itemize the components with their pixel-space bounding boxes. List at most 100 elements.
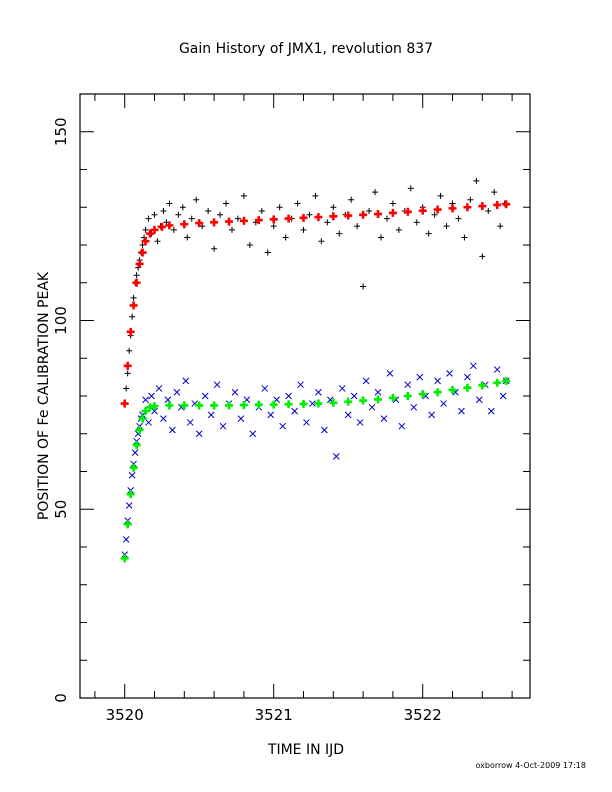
- y-tick-label: 100: [52, 306, 70, 335]
- data-point: [324, 219, 331, 226]
- data-point: [284, 400, 293, 409]
- data-point: [338, 385, 346, 392]
- data-point: [362, 377, 370, 385]
- data-point: [473, 177, 480, 184]
- data-point: [479, 253, 486, 260]
- data-point: [269, 400, 278, 409]
- data-point: [282, 234, 289, 241]
- data-point: [142, 396, 149, 404]
- y-tick-label: 150: [52, 117, 70, 146]
- series-3: [120, 376, 511, 563]
- data-point: [366, 208, 373, 215]
- x-tick-label: 3520: [106, 706, 144, 724]
- data-point: [463, 203, 472, 212]
- data-point: [478, 381, 487, 390]
- data-point: [314, 213, 323, 222]
- data-point: [312, 192, 319, 199]
- data-point: [132, 278, 141, 287]
- data-point: [210, 401, 219, 410]
- data-point: [344, 411, 352, 419]
- data-point: [389, 200, 396, 207]
- data-point: [138, 414, 147, 423]
- data-point: [125, 502, 133, 509]
- data-point: [461, 234, 468, 241]
- y-axis-label: POSITION OF Fe CALIBRATION PEAK: [36, 271, 52, 520]
- data-point: [344, 211, 353, 220]
- data-point: [207, 411, 215, 419]
- data-point: [124, 370, 131, 377]
- data-point: [443, 223, 450, 230]
- data-point: [314, 399, 323, 408]
- data-point: [448, 385, 457, 394]
- data-point: [120, 554, 129, 563]
- data-point: [318, 238, 325, 245]
- data-point: [374, 210, 383, 219]
- y-axis: 0 50 100 150: [52, 93, 530, 703]
- data-point: [306, 211, 313, 218]
- data-point: [502, 376, 511, 385]
- data-point: [356, 419, 364, 426]
- data-point: [470, 362, 477, 370]
- data-point: [126, 327, 135, 336]
- data-point: [165, 401, 174, 410]
- chart-title: Gain History of JMX1, revolution 837: [179, 41, 433, 57]
- data-point: [330, 204, 337, 211]
- y-tick-label: 0: [52, 693, 70, 703]
- data-point: [336, 230, 343, 237]
- data-point: [383, 215, 390, 222]
- data-point: [128, 471, 136, 479]
- data-point: [169, 426, 176, 434]
- x-axis-label: TIME IN IJD: [267, 742, 344, 758]
- data-point: [372, 189, 379, 196]
- data-point: [437, 192, 444, 199]
- data-point: [403, 207, 412, 216]
- data-point: [126, 490, 135, 499]
- data-point: [239, 401, 248, 410]
- series-1: [121, 362, 510, 558]
- data-point: [217, 211, 224, 218]
- data-point: [201, 392, 209, 400]
- data-point: [219, 422, 227, 430]
- data-point: [120, 399, 129, 408]
- data-point: [309, 400, 316, 407]
- data-point: [303, 419, 310, 426]
- data-point: [354, 223, 361, 230]
- data-point: [418, 390, 427, 399]
- data-point: [182, 377, 190, 385]
- data-point: [332, 453, 340, 460]
- data-point: [294, 200, 301, 207]
- data-point: [231, 388, 239, 396]
- data-point: [448, 204, 457, 213]
- data-point: [395, 226, 402, 233]
- data-point: [321, 426, 328, 434]
- data-point: [407, 185, 414, 192]
- data-point: [186, 419, 194, 426]
- data-point: [195, 219, 204, 228]
- data-point: [388, 393, 397, 402]
- data-point: [388, 208, 397, 217]
- data-point: [131, 449, 139, 456]
- data-point: [228, 226, 235, 233]
- data-point: [170, 226, 177, 233]
- x-tick-label: 3521: [255, 706, 293, 724]
- data-point: [493, 378, 502, 387]
- data-point: [123, 520, 132, 529]
- data-point: [398, 422, 406, 430]
- data-point: [146, 229, 155, 238]
- data-point: [413, 219, 420, 226]
- data-point: [464, 373, 471, 381]
- data-point: [329, 212, 338, 221]
- data-point: [234, 215, 241, 222]
- data-point: [359, 210, 368, 219]
- data-point: [210, 218, 219, 227]
- data-point: [150, 402, 159, 411]
- data-point: [493, 200, 502, 209]
- data-point: [425, 230, 432, 237]
- y-tick-label: 50: [52, 500, 70, 519]
- x-axis: 3520 3521 3522: [94, 94, 513, 724]
- data-point: [150, 225, 159, 234]
- data-point: [264, 249, 271, 256]
- data-point: [213, 381, 221, 389]
- data-point: [297, 381, 304, 389]
